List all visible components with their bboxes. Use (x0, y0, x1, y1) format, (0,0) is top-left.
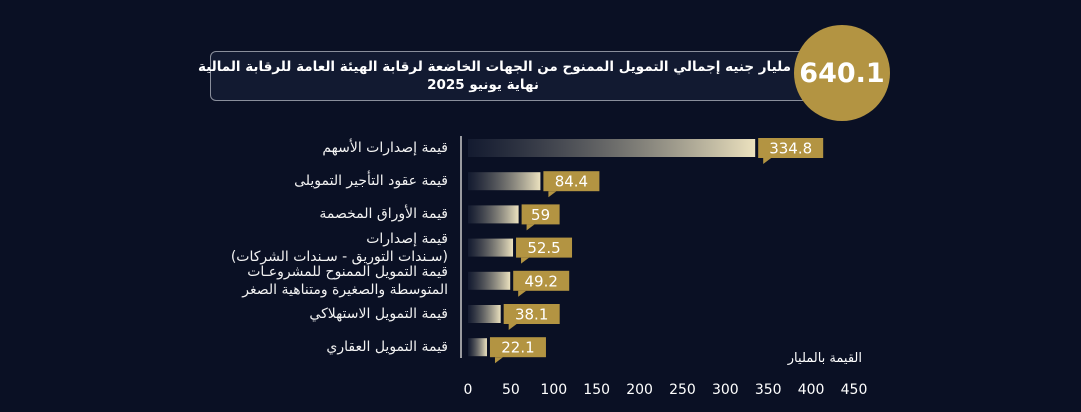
bar (468, 172, 541, 191)
header-box (210, 51, 832, 101)
value-label-pointer (494, 357, 503, 364)
value-label-pointer (521, 257, 530, 264)
bar (468, 205, 519, 224)
value-label: 38.1 (515, 306, 548, 324)
value-label-box (489, 337, 546, 358)
category-label: قيمة الأوراق المخصمة (319, 206, 448, 223)
category-label: قيمة عقود التأجير التمويلى (294, 173, 448, 190)
category-label: قيمة إصدارات (سـندات التوريق - سـندات ال… (230, 230, 448, 265)
value-label-box (503, 304, 560, 324)
category-label: قيمة التمويل العقاري (326, 339, 448, 356)
x-tick-label: 0 (464, 382, 473, 398)
x-tick-label: 250 (669, 382, 696, 398)
value-label-box (513, 270, 570, 291)
x-tick-label: 50 (502, 382, 520, 398)
value-label-box (516, 237, 573, 258)
bar (468, 271, 511, 290)
x-tick-label: 100 (540, 382, 567, 398)
value-label-box (521, 204, 560, 225)
value-label: 84.4 (555, 173, 588, 191)
x-tick-label: 200 (626, 382, 653, 398)
x-tick-label: 300 (712, 382, 739, 398)
category-label: قيمة إصدارات الأسهم (322, 140, 448, 156)
value-label: 52.5 (527, 239, 560, 257)
x-tick-label: 150 (583, 382, 610, 398)
value-label-pointer (518, 290, 527, 297)
header-title: مليار جنيه إجمالي التمويل الممنوح من الج… (197, 59, 791, 75)
value-label: 22.1 (501, 339, 534, 357)
bar (468, 139, 756, 157)
x-axis-label: القيمة بالمليار (787, 351, 862, 366)
value-label-box (543, 171, 600, 192)
bar (468, 338, 487, 357)
category-label: قيمة التمويل الممنوح للمشروعـات المتوسطة… (242, 263, 448, 298)
x-tick-label: 400 (798, 382, 825, 398)
x-tick-label: 450 (841, 382, 868, 398)
category-label: قيمة التمويل الاستهلاكي (309, 306, 448, 322)
bar (468, 305, 501, 323)
total-badge: 640.1 (794, 25, 890, 121)
value-label-pointer (763, 158, 772, 164)
value-label: 334.8 (769, 140, 812, 158)
x-tick-label: 350 (755, 382, 782, 398)
value-label-box (758, 138, 824, 158)
value-label-pointer (508, 324, 517, 330)
bar (468, 238, 514, 257)
value-label: 49.2 (524, 272, 557, 290)
header-subtitle: نهاية يونيو 2025 (427, 77, 539, 93)
value-label-pointer (548, 191, 557, 198)
value-label-pointer (526, 224, 535, 231)
value-label: 59 (531, 206, 550, 224)
